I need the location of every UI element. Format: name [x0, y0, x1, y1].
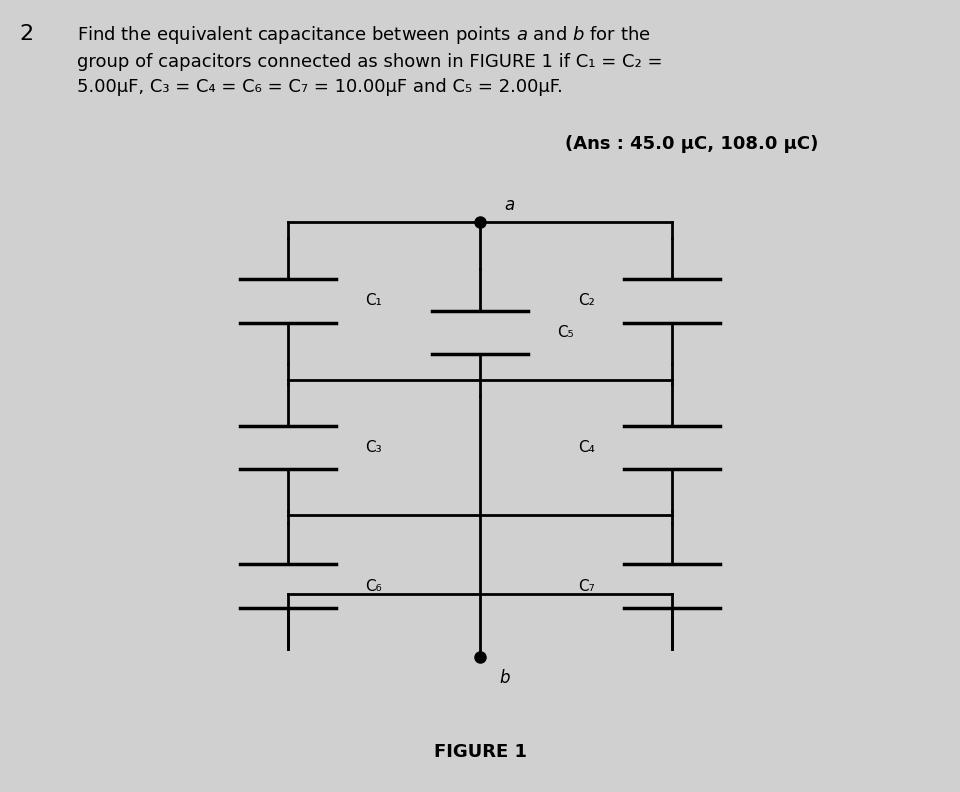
Text: 2: 2: [19, 24, 34, 44]
Text: C₆: C₆: [365, 579, 381, 593]
Text: (Ans : 45.0 μC, 108.0 μC): (Ans : 45.0 μC, 108.0 μC): [564, 135, 818, 153]
Text: C₃: C₃: [365, 440, 381, 455]
Text: C₇: C₇: [579, 579, 595, 593]
Text: C₂: C₂: [579, 294, 595, 308]
Text: Find the equivalent capacitance between points $a$ and $b$ for the
group of capa: Find the equivalent capacitance between …: [77, 24, 662, 96]
Text: a: a: [504, 196, 515, 214]
Text: C₁: C₁: [365, 294, 381, 308]
Text: C₄: C₄: [579, 440, 595, 455]
Text: C₅: C₅: [557, 326, 573, 340]
Text: b: b: [499, 669, 510, 687]
Text: FIGURE 1: FIGURE 1: [434, 744, 526, 761]
